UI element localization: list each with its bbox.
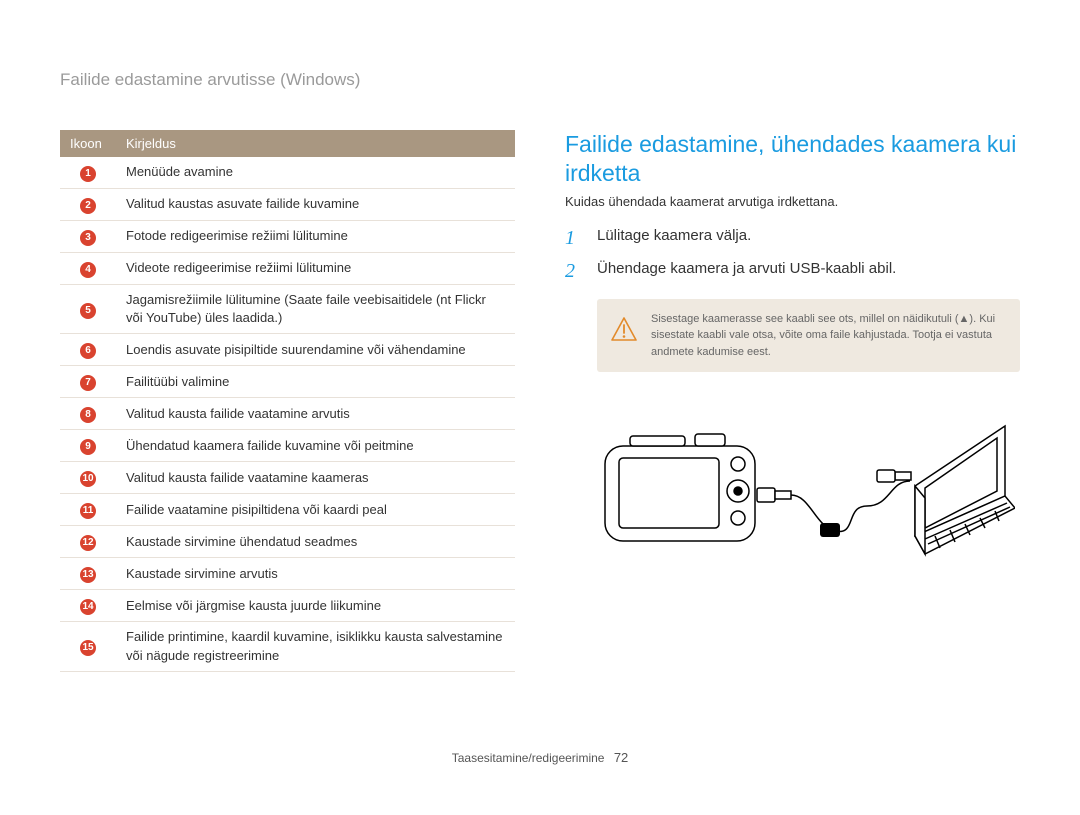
icon-cell: 1 xyxy=(60,157,116,189)
icon-cell: 2 xyxy=(60,189,116,221)
step-number: 2 xyxy=(565,260,583,283)
table-row: 3 Fotode redigeerimise režiimi lülitumine xyxy=(60,221,515,253)
page-footer: Taasesitamine/redigeerimine 72 xyxy=(0,750,1080,765)
icon-cell: 7 xyxy=(60,366,116,398)
desc-cell: Eelmise või järgmise kausta juurde liiku… xyxy=(116,590,515,622)
desc-cell: Fotode redigeerimise režiimi lülitumine xyxy=(116,221,515,253)
icon-cell: 5 xyxy=(60,285,116,334)
table-row: 8 Valitud kausta failide vaatamine arvuti… xyxy=(60,398,515,430)
numbered-circle-icon: 15 xyxy=(80,640,96,656)
desc-cell: Failide vaatamine pisipiltidena või kaar… xyxy=(116,494,515,526)
numbered-circle-icon: 3 xyxy=(80,230,96,246)
icon-cell: 4 xyxy=(60,253,116,285)
numbered-circle-icon: 4 xyxy=(80,262,96,278)
table-row: 11 Failide vaatamine pisipiltidena või ka… xyxy=(60,494,515,526)
desc-cell: Ühendatud kaamera failide kuvamine või p… xyxy=(116,430,515,462)
icon-cell: 8 xyxy=(60,398,116,430)
numbered-circle-icon: 5 xyxy=(80,303,96,319)
warning-text: Sisestage kaamerasse see kaabli see ots,… xyxy=(651,311,1004,361)
numbered-circle-icon: 11 xyxy=(80,503,96,519)
icon-cell: 15 xyxy=(60,622,116,671)
table-row: 2 Valitud kaustas asuvate failide kuvamin… xyxy=(60,189,515,221)
numbered-circle-icon: 10 xyxy=(80,471,96,487)
table-row: 7 Failitüübi valimine xyxy=(60,366,515,398)
footer-page-number: 72 xyxy=(614,750,628,765)
table-row: 9 Ühendatud kaamera failide kuvamine või … xyxy=(60,430,515,462)
desc-cell: Jagamisrežiimile lülitumine (Saate faile… xyxy=(116,285,515,334)
desc-cell: Failitüübi valimine xyxy=(116,366,515,398)
warning-icon xyxy=(611,311,637,361)
desc-cell: Videote redigeerimise režiimi lülitumine xyxy=(116,253,515,285)
left-column: Ikoon Kirjeldus 1 Menüüde avamine 2 Valitud… xyxy=(60,130,515,672)
icon-cell: 11 xyxy=(60,494,116,526)
icon-cell: 3 xyxy=(60,221,116,253)
numbered-circle-icon: 12 xyxy=(80,535,96,551)
desc-cell: Loendis asuvate pisipiltide suurendamine… xyxy=(116,334,515,366)
desc-cell: Valitud kaustas asuvate failide kuvamine xyxy=(116,189,515,221)
step-text: Lülitage kaamera välja. xyxy=(597,227,751,250)
table-row: 13 Kaustade sirvimine arvutis xyxy=(60,558,515,590)
numbered-circle-icon: 1 xyxy=(80,166,96,182)
icon-cell: 14 xyxy=(60,590,116,622)
section-subtext: Kuidas ühendada kaamerat arvutiga irdket… xyxy=(565,194,1020,209)
icon-cell: 6 xyxy=(60,334,116,366)
section-heading: Failide edastamine, ühendades kaamera ku… xyxy=(565,130,1020,188)
numbered-circle-icon: 14 xyxy=(80,599,96,615)
right-column: Failide edastamine, ühendades kaamera ku… xyxy=(565,130,1020,672)
numbered-circle-icon: 8 xyxy=(80,407,96,423)
icon-cell: 12 xyxy=(60,526,116,558)
icon-cell: 13 xyxy=(60,558,116,590)
numbered-circle-icon: 6 xyxy=(80,343,96,359)
footer-text: Taasesitamine/redigeerimine xyxy=(452,751,605,765)
camera-laptop-illustration xyxy=(595,406,1015,576)
table-row: 14 Eelmise või järgmise kausta juurde lii… xyxy=(60,590,515,622)
numbered-circle-icon: 7 xyxy=(80,375,96,391)
table-header-desc: Kirjeldus xyxy=(116,130,515,157)
table-row: 15 Failide printimine, kaardil kuvamine, … xyxy=(60,622,515,671)
step-row: 1 Lülitage kaamera välja. xyxy=(565,227,1020,250)
numbered-circle-icon: 2 xyxy=(80,198,96,214)
desc-cell: Menüüde avamine xyxy=(116,157,515,189)
step-text: Ühendage kaamera ja arvuti USB-kaabli ab… xyxy=(597,260,896,283)
table-row: 1 Menüüde avamine xyxy=(60,157,515,189)
desc-cell: Kaustade sirvimine ühendatud seadmes xyxy=(116,526,515,558)
table-row: 5 Jagamisrežiimile lülitumine (Saate fail… xyxy=(60,285,515,334)
desc-cell: Failide printimine, kaardil kuvamine, is… xyxy=(116,622,515,671)
step-row: 2 Ühendage kaamera ja arvuti USB-kaabli a… xyxy=(565,260,1020,283)
numbered-circle-icon: 9 xyxy=(80,439,96,455)
desc-cell: Valitud kausta failide vaatamine arvutis xyxy=(116,398,515,430)
desc-cell: Kaustade sirvimine arvutis xyxy=(116,558,515,590)
table-header-icon: Ikoon xyxy=(60,130,116,157)
desc-cell: Valitud kausta failide vaatamine kaamera… xyxy=(116,462,515,494)
content-columns: Ikoon Kirjeldus 1 Menüüde avamine 2 Valitud… xyxy=(60,130,1020,672)
table-row: 10 Valitud kausta failide vaatamine kaame… xyxy=(60,462,515,494)
page-header: Failide edastamine arvutisse (Windows) xyxy=(60,70,1020,90)
icon-description-table: Ikoon Kirjeldus 1 Menüüde avamine 2 Valitud… xyxy=(60,130,515,672)
step-number: 1 xyxy=(565,227,583,250)
table-row: 6 Loendis asuvate pisipiltide suurendamin… xyxy=(60,334,515,366)
numbered-circle-icon: 13 xyxy=(80,567,96,583)
warning-box: Sisestage kaamerasse see kaabli see ots,… xyxy=(597,299,1020,373)
table-row: 4 Videote redigeerimise režiimi lülitumin… xyxy=(60,253,515,285)
table-row: 12 Kaustade sirvimine ühendatud seadmes xyxy=(60,526,515,558)
icon-cell: 9 xyxy=(60,430,116,462)
icon-cell: 10 xyxy=(60,462,116,494)
